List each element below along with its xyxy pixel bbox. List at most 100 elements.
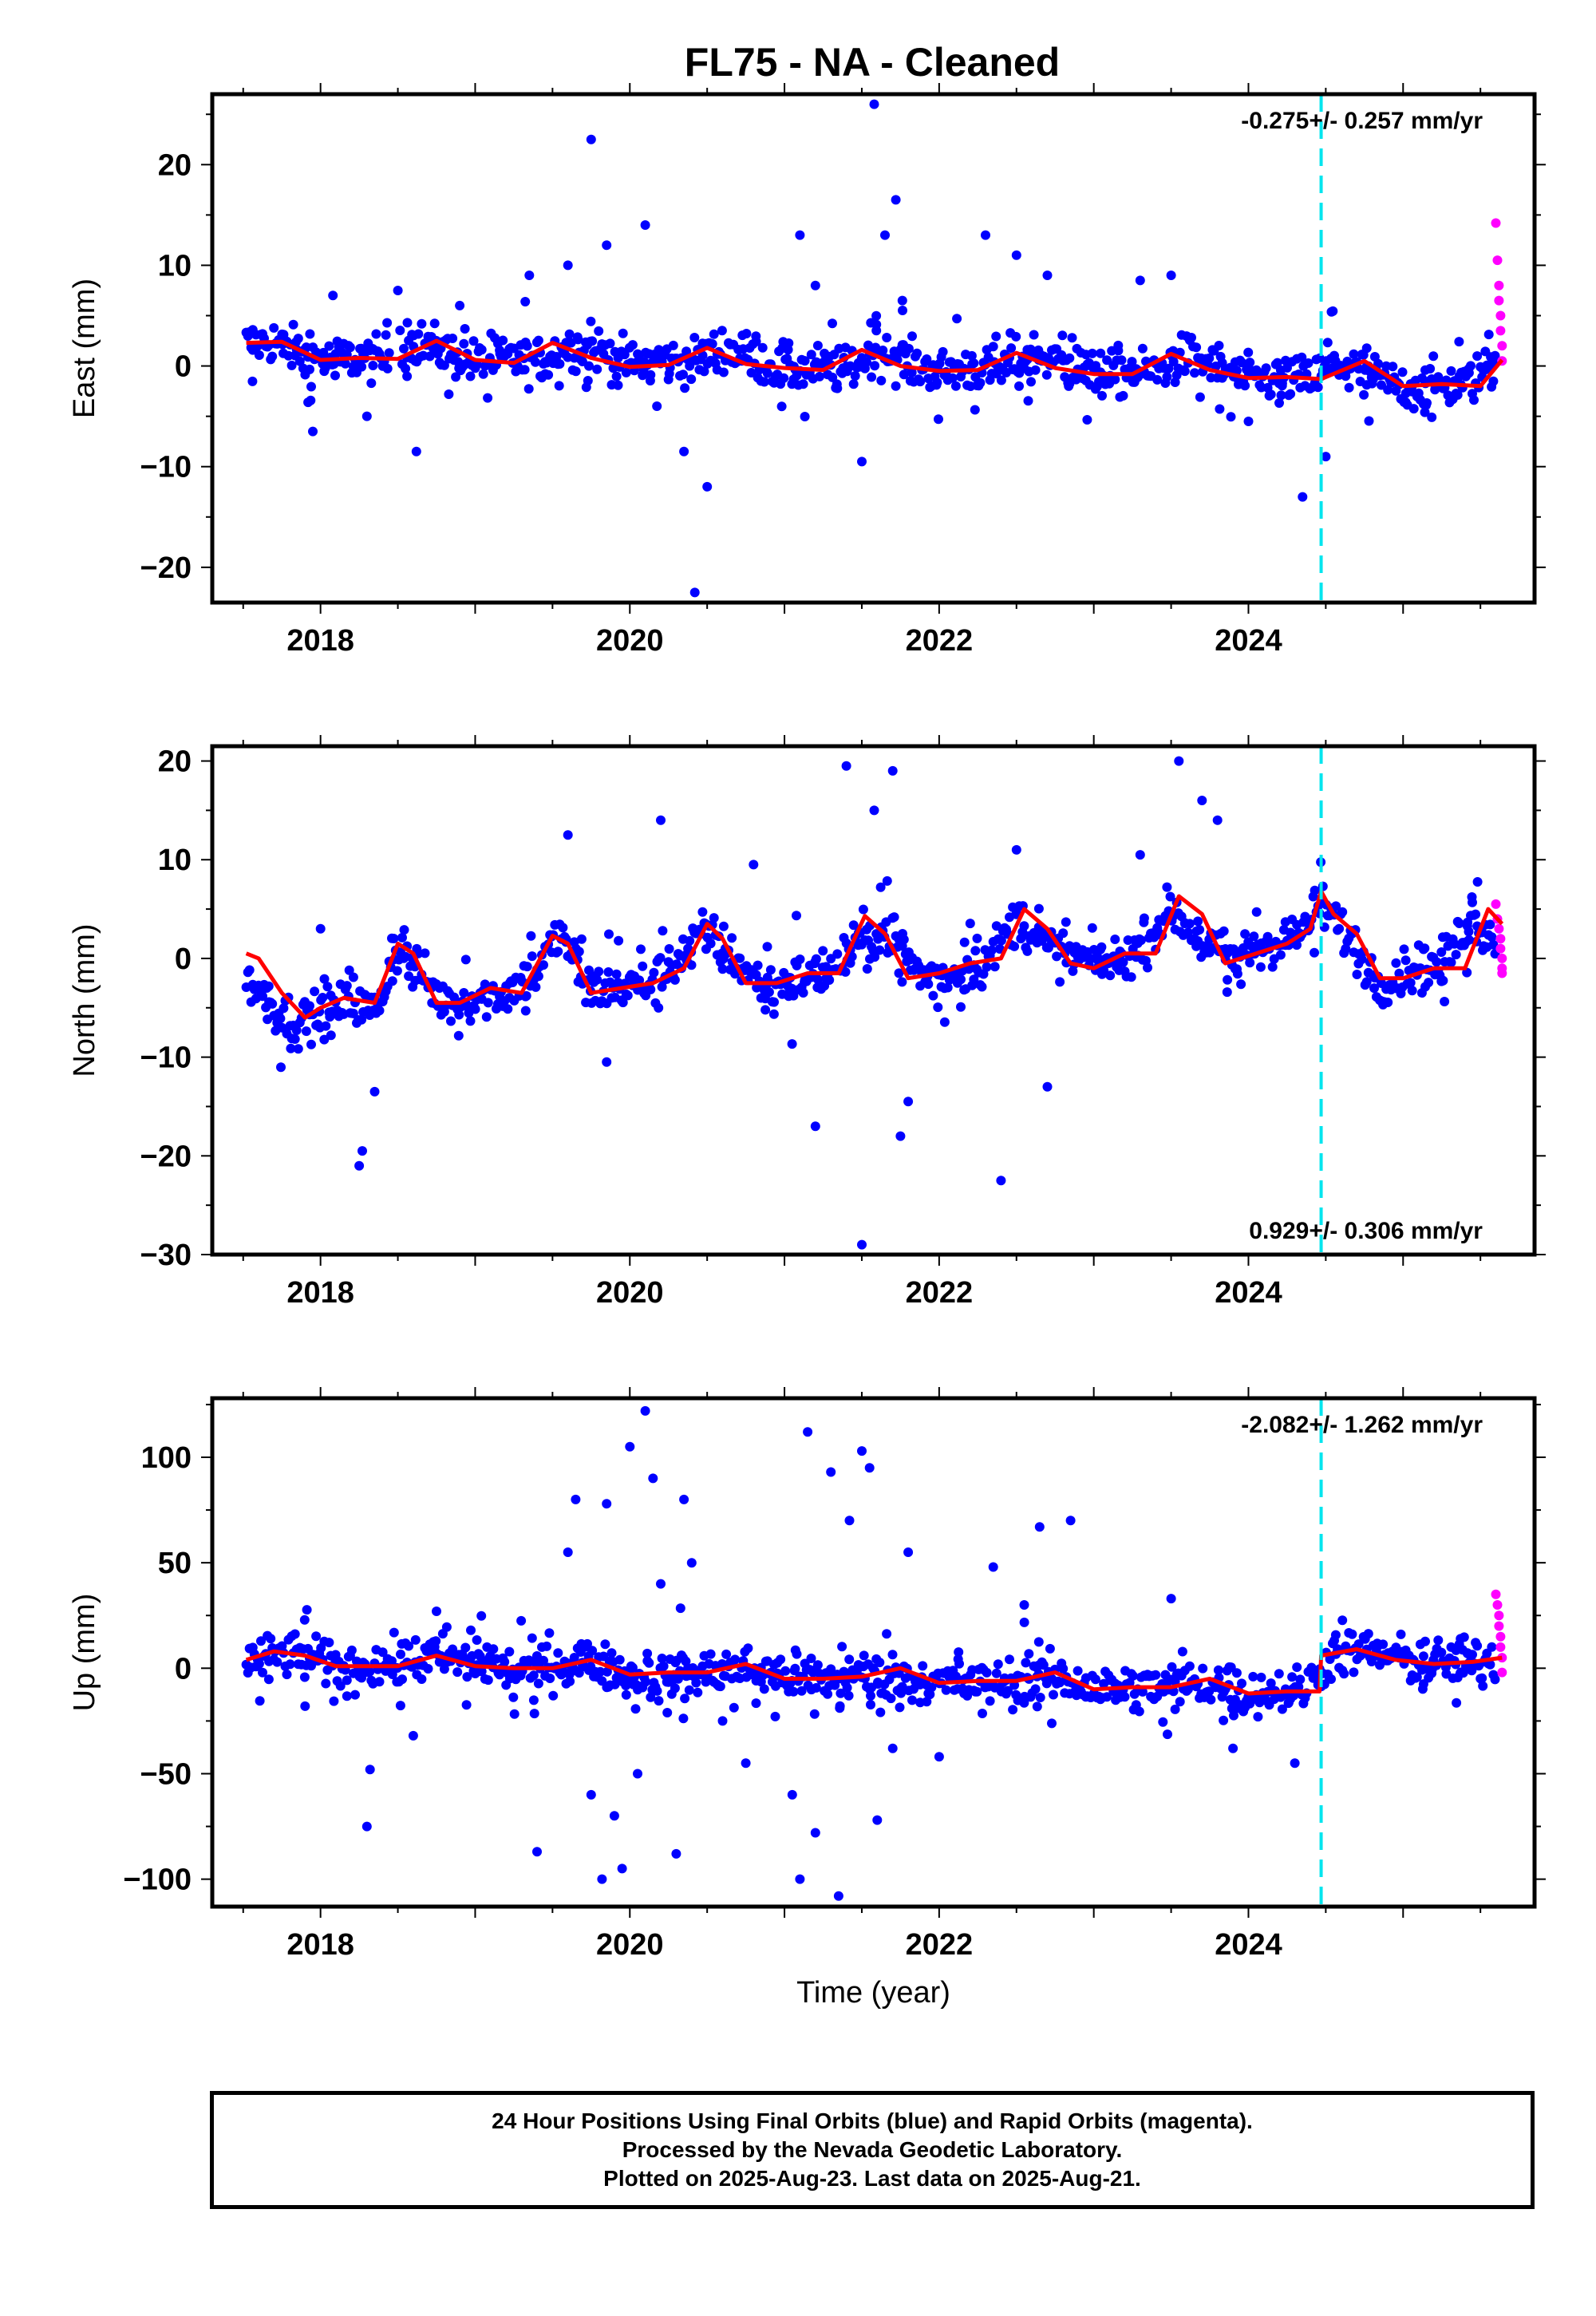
final-orbit-point <box>840 966 851 977</box>
final-orbit-point <box>1369 983 1379 994</box>
final-orbit-point <box>896 1688 906 1698</box>
final-orbit-point <box>1446 366 1456 376</box>
final-orbit-point <box>652 401 662 411</box>
final-orbit-point <box>830 1680 840 1690</box>
final-orbit-point <box>356 343 366 354</box>
final-orbit-point <box>606 1648 617 1658</box>
final-orbit-point <box>1330 356 1341 366</box>
final-orbit-point <box>527 951 537 962</box>
final-orbit-point <box>1219 1715 1229 1725</box>
final-orbit-point <box>1073 1666 1083 1676</box>
final-orbit-point <box>986 945 997 955</box>
final-orbit-point <box>810 957 820 966</box>
final-orbit-point <box>1179 918 1190 928</box>
final-orbit-point <box>509 343 519 354</box>
final-orbit-point <box>752 982 762 993</box>
final-orbit-point <box>476 1611 487 1621</box>
final-orbit-point <box>1451 950 1461 960</box>
final-orbit-outlier <box>532 1847 542 1857</box>
final-orbit-point <box>603 967 614 977</box>
final-orbit-point <box>539 1655 548 1666</box>
final-orbit-point <box>342 981 352 991</box>
final-orbit-point <box>818 946 828 956</box>
final-orbit-point <box>1391 983 1401 994</box>
final-orbit-point <box>539 960 548 970</box>
final-orbit-point <box>991 1668 1001 1678</box>
y-axis-label: Up (mm) <box>68 1594 101 1712</box>
final-orbit-point <box>368 361 378 370</box>
final-orbit-outlier <box>1166 1594 1176 1604</box>
final-orbit-point <box>439 1664 449 1674</box>
y-tick-label: −10 <box>140 1041 192 1075</box>
final-orbit-point <box>634 975 645 986</box>
y-axis-label: East (mm) <box>68 279 101 418</box>
final-orbit-point <box>322 982 333 992</box>
final-orbit-point <box>1286 389 1296 399</box>
final-orbit-point <box>991 331 1001 342</box>
final-orbit-point <box>493 1668 504 1678</box>
final-orbit-outlier <box>826 1467 836 1477</box>
final-orbit-point <box>866 1700 875 1709</box>
final-orbit-point <box>586 1662 596 1672</box>
final-orbit-outlier <box>903 1547 914 1557</box>
final-orbit-point <box>828 318 837 329</box>
final-orbit-outlier <box>625 1441 635 1452</box>
final-orbit-point <box>1396 1629 1406 1639</box>
final-orbit-point <box>1162 372 1172 382</box>
final-orbit-point <box>545 1674 555 1683</box>
final-orbit-point <box>889 912 899 923</box>
x-tick-label: 2024 <box>1215 1276 1282 1310</box>
final-orbit-outlier <box>887 1743 898 1753</box>
final-orbit-point <box>875 945 885 955</box>
final-orbit-outlier <box>571 1494 581 1504</box>
final-orbit-point <box>1412 1672 1422 1682</box>
final-orbit-outlier <box>1228 1743 1238 1753</box>
final-orbit-point <box>1033 1660 1044 1670</box>
final-orbit-point <box>329 1696 339 1706</box>
final-orbit-point <box>701 944 711 954</box>
final-orbit-point <box>1478 945 1487 955</box>
final-orbit-point <box>528 1695 539 1705</box>
final-orbit-point <box>402 371 413 381</box>
final-orbit-point <box>636 944 646 954</box>
final-orbit-point <box>1274 398 1284 408</box>
final-orbit-outlier <box>408 1730 418 1741</box>
final-orbit-point <box>452 1667 463 1678</box>
final-orbit-point <box>516 1615 527 1626</box>
final-orbit-point <box>500 1657 510 1667</box>
y-tick-label: 0 <box>175 350 192 384</box>
final-orbit-point <box>1240 381 1250 391</box>
final-orbit-point <box>401 363 411 373</box>
final-orbit-point <box>587 998 597 1008</box>
x-tick-label: 2020 <box>596 1928 664 1962</box>
final-orbit-point <box>537 371 547 381</box>
final-orbit-point <box>1006 343 1017 354</box>
final-orbit-point <box>504 1646 515 1657</box>
rapid-orbit-point <box>1494 923 1504 934</box>
final-orbit-point <box>558 923 568 933</box>
final-orbit-point <box>658 1661 669 1671</box>
final-orbit-point <box>397 932 407 943</box>
final-orbit-point <box>1283 1698 1294 1709</box>
final-orbit-point <box>1005 1654 1014 1665</box>
final-orbit-point <box>969 358 979 369</box>
final-orbit-outlier <box>686 1558 697 1568</box>
final-orbit-point <box>715 1682 725 1692</box>
final-orbit-point <box>842 1682 852 1693</box>
final-orbit-point <box>1019 921 1029 931</box>
final-orbit-point <box>1245 958 1255 968</box>
y-tick-label: 20 <box>158 148 192 182</box>
final-orbit-point <box>1464 364 1474 374</box>
final-orbit-outlier <box>617 1863 627 1874</box>
final-orbit-outlier <box>656 1579 666 1589</box>
final-orbit-point <box>788 1686 799 1697</box>
final-orbit-point <box>691 1678 701 1688</box>
final-orbit-point <box>1026 377 1036 387</box>
final-orbit-point <box>1331 901 1341 911</box>
x-tick-label: 2018 <box>286 624 354 658</box>
final-orbit-point <box>751 331 761 342</box>
x-tick-label: 2022 <box>906 1928 974 1962</box>
final-orbit-outlier <box>524 271 535 280</box>
final-orbit-point <box>966 350 977 361</box>
final-orbit-point <box>1191 926 1202 936</box>
